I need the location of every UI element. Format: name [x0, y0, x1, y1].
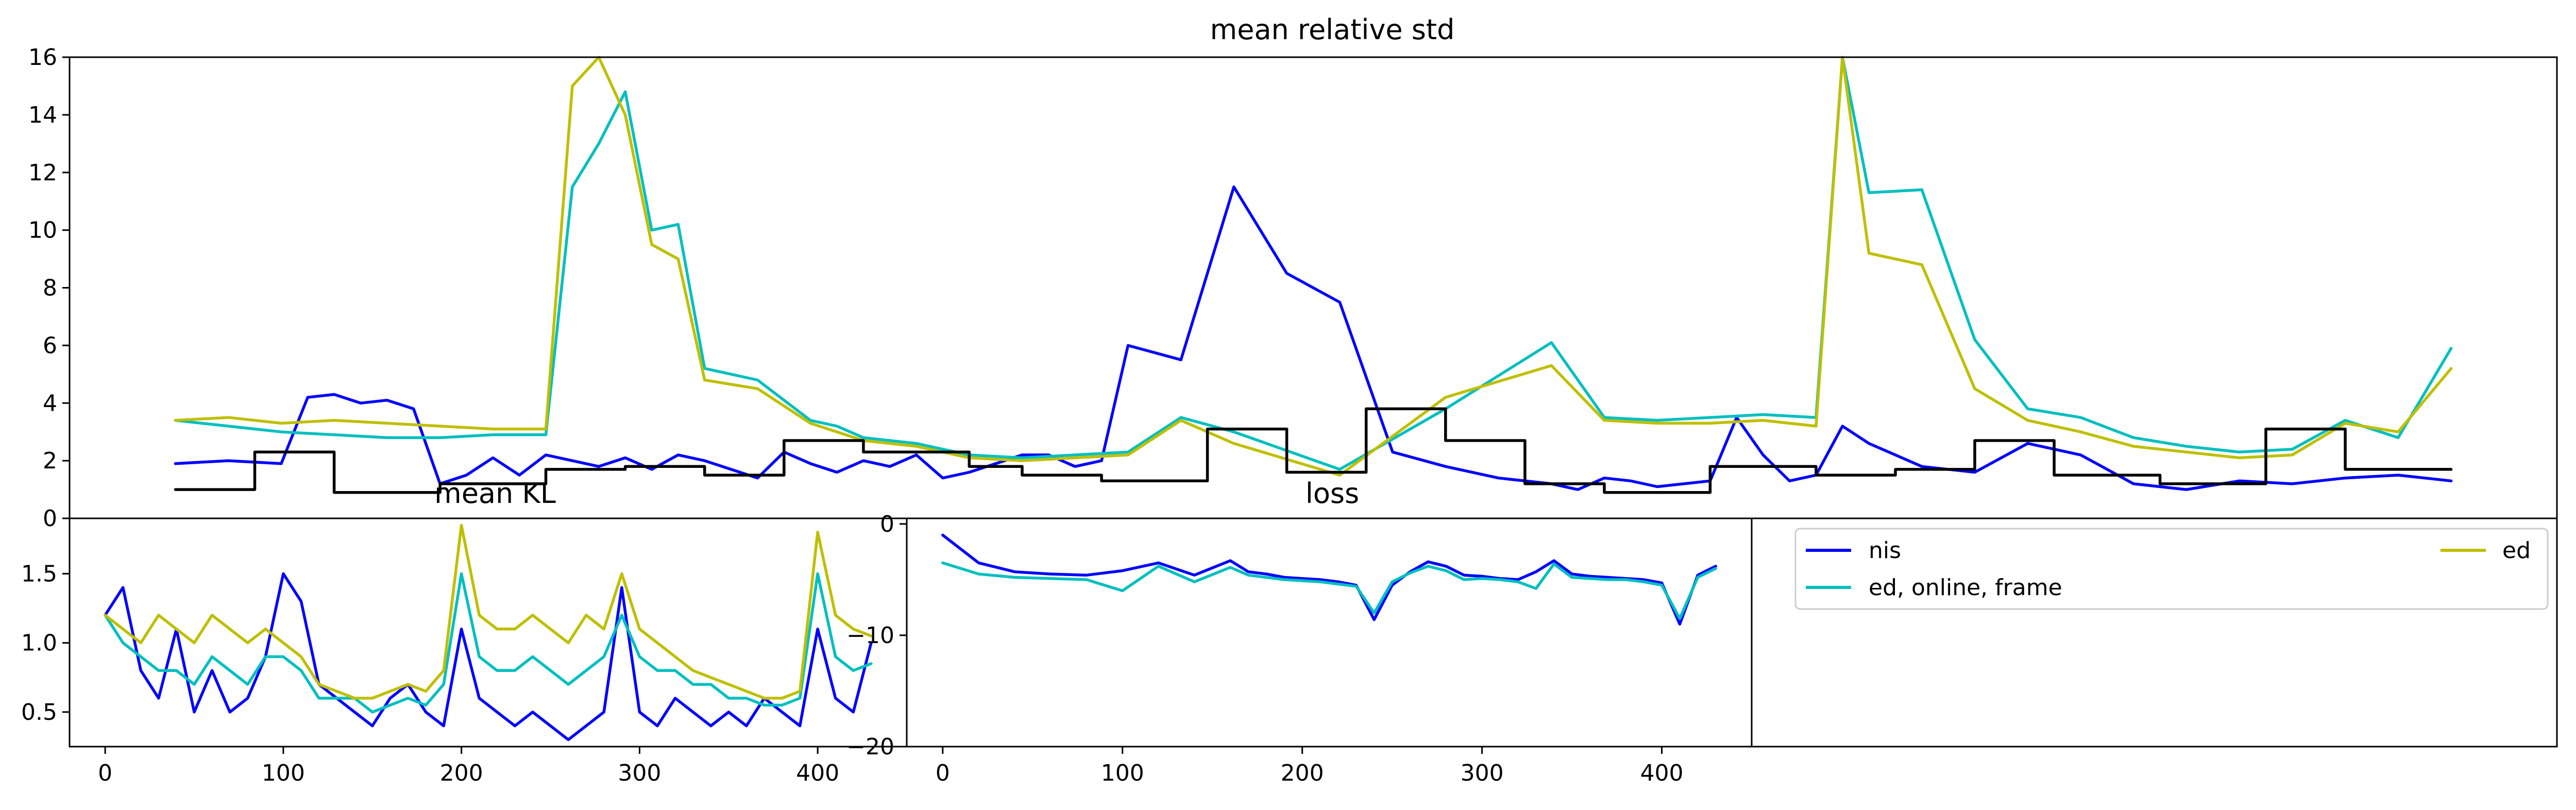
y-tick-label: 1.0: [21, 630, 57, 656]
plot-mean-kl: 0.5 1.0 1.5 0 100 200 300 400 mean KL: [21, 477, 908, 786]
y-tick-label: 0: [43, 505, 57, 532]
series-group-kl: [104, 524, 873, 741]
legend-label-ed-online-frame: ed, online, frame: [1869, 575, 2062, 601]
x-tick-label: 0: [98, 760, 112, 786]
y-tick-label: 0: [880, 511, 894, 537]
y-tick-label: 16: [28, 44, 57, 71]
x-tick-label: 0: [936, 760, 950, 786]
series-line-ed-kl: [104, 524, 873, 700]
chart-title-mean-kl: mean KL: [434, 477, 556, 510]
chart-title-mean-relative-std: mean relative std: [1210, 13, 1455, 46]
x-tick-label: 200: [440, 760, 483, 786]
x-tick-label: 300: [618, 760, 661, 786]
y-ticks-kl: 0.5 1.0 1.5: [21, 561, 70, 725]
series-group-top: [174, 56, 2453, 494]
y-tick-label: 1.5: [21, 561, 57, 587]
series-line-nis-top: [174, 185, 2453, 491]
series-line-ed-online-frame-kl: [104, 572, 873, 714]
y-tick-label: 6: [43, 332, 57, 359]
plot-loss: 0 −10 −20 0 100 200 300 400 loss: [846, 477, 1753, 786]
series-group-loss: [941, 533, 1717, 626]
y-ticks-top: 0 2 4 6 8 10 12 14 16: [28, 44, 70, 532]
x-tick-label: 300: [1461, 760, 1504, 786]
legend-label-ed: ed: [2502, 537, 2531, 564]
x-tick-label: 400: [1640, 760, 1684, 786]
series-line-ed-online-frame-top: [174, 56, 2453, 471]
plot-mean-relative-std: mean relative std 0 2 4 6 8 10 12 14 16: [28, 13, 2558, 532]
legend-frame: [1794, 528, 2549, 610]
y-ticks-loss: 0 −10 −20: [846, 511, 907, 760]
chart-title-loss: loss: [1306, 477, 1359, 510]
legend-panel: nis ed, online, frame ed: [1751, 517, 2558, 748]
y-tick-label: −20: [846, 734, 894, 760]
legend-label-nis: nis: [1869, 537, 1901, 564]
x-tick-label: 100: [1101, 760, 1144, 786]
x-tick-label: 200: [1281, 760, 1324, 786]
y-tick-label: 0.5: [21, 699, 57, 725]
y-tick-label: 2: [43, 448, 57, 474]
x-ticks-kl: 0 100 200 300 400: [98, 747, 839, 786]
x-tick-label: 400: [796, 760, 839, 786]
axes-frame-legend: [1751, 517, 2558, 748]
y-tick-label: 4: [43, 390, 57, 416]
y-tick-label: 14: [28, 102, 57, 128]
series-line-nis-kl: [104, 572, 873, 741]
x-tick-label: 100: [262, 760, 305, 786]
y-tick-label: 10: [28, 217, 57, 244]
y-tick-label: 8: [43, 275, 57, 301]
series-line-reference-top: [174, 407, 2453, 494]
legend: nis ed, online, frame ed: [1794, 528, 2549, 610]
x-ticks-loss: 0 100 200 300 400: [936, 747, 1684, 786]
y-tick-label: 12: [28, 160, 57, 186]
series-line-ed-top: [174, 56, 2453, 477]
y-tick-label: −10: [846, 622, 894, 649]
series-line-ed-online-frame-loss: [941, 561, 1717, 620]
